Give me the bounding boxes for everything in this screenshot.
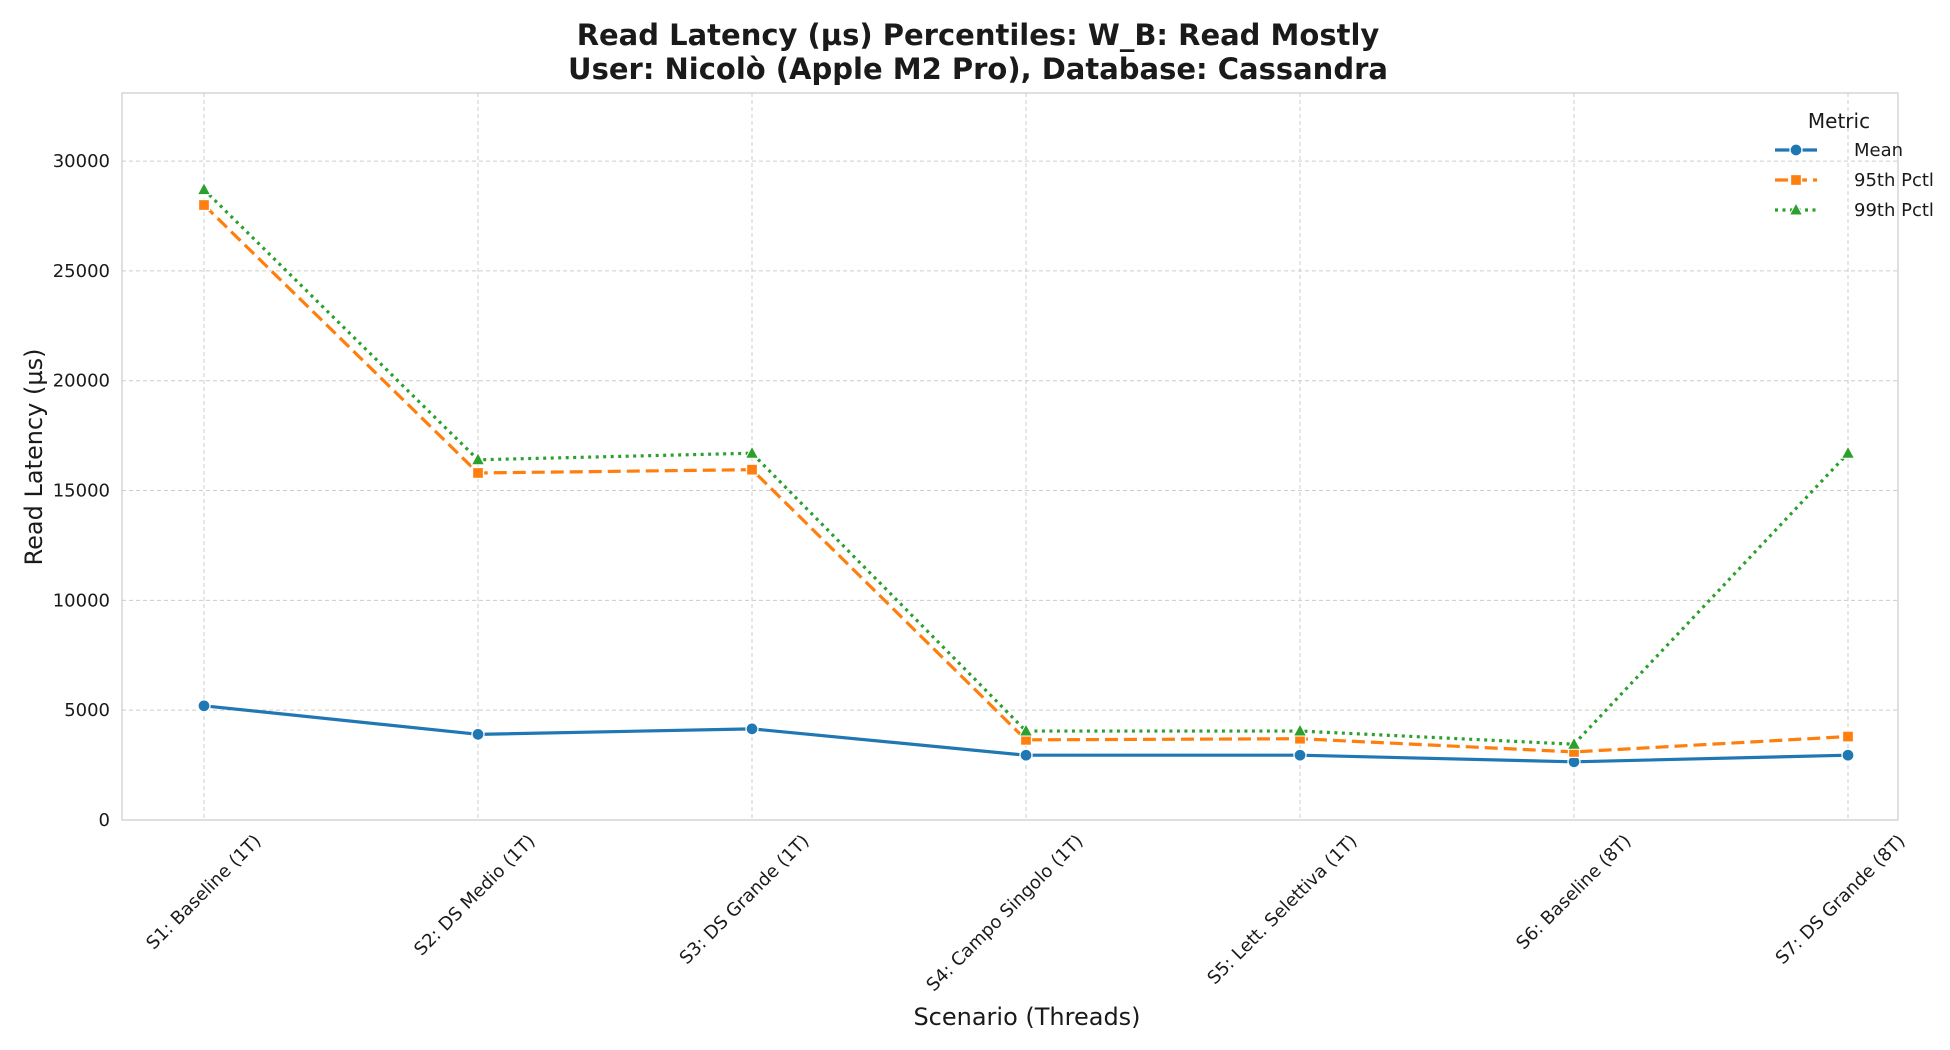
series-99th-pctl <box>196 181 1856 750</box>
x-axis-label: Scenario (Threads) <box>913 1003 1140 1031</box>
x-tick-label: S2: DS Medio (1T) <box>410 831 539 960</box>
data-point <box>1018 722 1034 737</box>
legend-swatch-marker <box>1788 201 1804 216</box>
legend-label: Mean <box>1854 140 1903 161</box>
x-tick-label: S1: Baseline (1T) <box>142 831 265 954</box>
legend-item: 99th Pctl <box>1775 200 1934 221</box>
y-tick-label: 5000 <box>64 700 110 721</box>
data-point <box>196 181 212 196</box>
data-point <box>1840 445 1856 459</box>
plot-frame <box>121 92 1899 821</box>
legend-item: 95th Pctl <box>1775 170 1934 191</box>
x-axis-ticks: S1: Baseline (1T) S2: DS Medio (1T) S3: DS… <box>142 831 1909 996</box>
y-tick-label: 30000 <box>53 151 110 172</box>
grid <box>122 93 1898 821</box>
y-tick-label: 20000 <box>53 371 110 392</box>
data-point <box>745 463 759 476</box>
y-axis-label: Read Latency (µs) <box>20 349 48 566</box>
data-point <box>197 198 211 212</box>
data-point <box>1841 748 1855 762</box>
y-tick-label: 25000 <box>53 261 110 282</box>
legend-swatch-marker <box>1789 173 1803 187</box>
x-tick-label: S3: DS Grande (1T) <box>676 831 814 969</box>
legend-item: Mean <box>1775 140 1903 161</box>
data-point <box>197 699 211 713</box>
series <box>196 181 1856 769</box>
data-point <box>1293 748 1307 762</box>
legend-label: 95th Pctl <box>1854 170 1934 191</box>
x-tick-label: S6: Baseline (8T) <box>1512 831 1635 954</box>
data-point <box>1841 730 1855 743</box>
data-point <box>471 727 485 741</box>
data-point <box>1019 748 1033 762</box>
y-tick-label: 0 <box>99 810 110 831</box>
data-point <box>745 722 759 736</box>
legend-label: 99th Pctl <box>1854 200 1934 221</box>
legend-title: Metric <box>1808 109 1870 133</box>
chart-title: Read Latency (µs) Percentiles: W_B: Read… <box>577 18 1380 52</box>
x-tick-label: S7: DS Grande (8T) <box>1772 831 1910 969</box>
chart-subtitle: User: Nicolò (Apple M2 Pro), Database: C… <box>568 52 1388 86</box>
data-point <box>471 466 485 480</box>
data-point <box>1292 722 1308 737</box>
y-axis-ticks: 0 5000 10000 15000 20000 25000 30000 <box>53 151 110 831</box>
data-point <box>1566 736 1582 750</box>
legend: Metric Mean 95th Pctl 99th Pctl <box>1775 109 1934 221</box>
x-tick-label: S5: Lett. Selettiva (1T) <box>1203 831 1361 989</box>
y-tick-label: 10000 <box>53 590 110 611</box>
data-point <box>744 445 760 459</box>
legend-swatch-marker <box>1789 143 1803 157</box>
x-tick-label: S4: Campo Singolo (1T) <box>922 831 1087 996</box>
y-tick-label: 15000 <box>53 481 110 502</box>
series-mean <box>197 699 1855 769</box>
data-point <box>470 451 486 466</box>
